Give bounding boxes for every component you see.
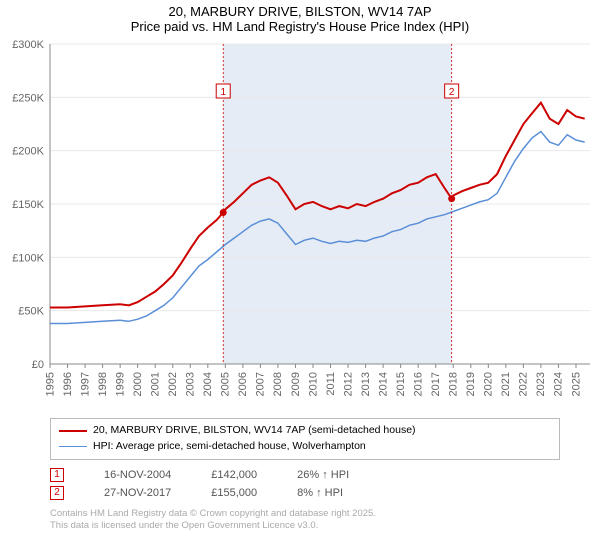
sale-price: £155,000 <box>211 487 257 499</box>
sale-date: 16-NOV-2004 <box>104 469 171 481</box>
x-tick-label: 2016 <box>412 372 424 396</box>
legend: 20, MARBURY DRIVE, BILSTON, WV14 7AP (se… <box>50 418 560 460</box>
sale-row: 2 27-NOV-2017 £155,000 8% ↑ HPI <box>50 484 560 502</box>
x-tick-label: 2018 <box>448 372 460 396</box>
y-tick-label: £200K <box>12 146 44 158</box>
x-tick-label: 2007 <box>255 372 267 396</box>
chart-area: £0 £50K £100K £150K £200K £250K £300K 1995 1996 1… <box>0 34 600 414</box>
x-tick-label: 2020 <box>483 372 495 396</box>
sale-hpi-delta: 8% ↑ HPI <box>297 487 343 499</box>
x-tick-label: 1997 <box>79 372 91 396</box>
title-subtitle: Price paid vs. HM Land Registry's House … <box>0 19 600 34</box>
x-tick-label: 2002 <box>167 372 179 396</box>
x-tick-label: 2017 <box>430 372 442 396</box>
sale-price: £142,000 <box>211 469 257 481</box>
legend-label: HPI: Average price, semi-detached house,… <box>93 439 366 455</box>
x-tick-label: 2008 <box>272 372 284 396</box>
sale-row: 1 16-NOV-2004 £142,000 26% ↑ HPI <box>50 466 560 484</box>
sale-marker-number: 2 <box>449 87 455 98</box>
sale-number-box: 1 <box>50 468 64 482</box>
sale-number-box: 2 <box>50 486 64 500</box>
sales-table: 1 16-NOV-2004 £142,000 26% ↑ HPI 2 27-NOV-201… <box>50 466 560 502</box>
footer-line1: Contains HM Land Registry data © Crown c… <box>50 508 560 520</box>
legend-item: HPI: Average price, semi-detached house,… <box>59 439 551 455</box>
sale-hpi-delta: 26% ↑ HPI <box>297 469 349 481</box>
legend-swatch <box>59 430 87 432</box>
x-tick-label: 1999 <box>114 372 126 396</box>
x-tick-label: 2009 <box>290 372 302 396</box>
sale-marker-dot <box>448 195 455 202</box>
x-tick-label: 2019 <box>465 372 477 396</box>
chart-svg: £0 £50K £100K £150K £200K £250K £300K 1995 1996 1… <box>0 34 600 414</box>
x-tick-label: 2004 <box>202 372 214 396</box>
x-tick-label: 2010 <box>307 372 319 396</box>
footer-line2: This data is licensed under the Open Gov… <box>50 520 560 532</box>
y-tick-label: £150K <box>12 199 44 211</box>
sale-date: 27-NOV-2017 <box>104 487 171 499</box>
x-tick-label: 2011 <box>325 372 337 396</box>
y-tick-label: £100K <box>12 252 44 264</box>
x-tick-label: 1995 <box>44 372 56 396</box>
x-tick-label: 2003 <box>185 372 197 396</box>
x-tick-label: 2022 <box>518 372 530 396</box>
x-tick-label: 2012 <box>342 372 354 396</box>
y-tick-label: £250K <box>12 92 44 104</box>
legend-item: 20, MARBURY DRIVE, BILSTON, WV14 7AP (se… <box>59 423 551 439</box>
x-tick-label: 2000 <box>132 372 144 396</box>
x-tick-label: 2023 <box>535 372 547 396</box>
title-address: 20, MARBURY DRIVE, BILSTON, WV14 7AP <box>0 4 600 19</box>
x-tick-label: 2014 <box>377 372 389 396</box>
x-tick-label: 2021 <box>500 372 512 396</box>
legend-label: 20, MARBURY DRIVE, BILSTON, WV14 7AP (se… <box>93 423 416 439</box>
x-tick-label: 2025 <box>570 372 582 396</box>
x-tick-label: 2006 <box>237 372 249 396</box>
attribution-footer: Contains HM Land Registry data © Crown c… <box>50 508 560 533</box>
x-tick-label: 2015 <box>395 372 407 396</box>
x-tick-label: 2024 <box>553 372 565 396</box>
y-tick-label: £0 <box>32 359 44 371</box>
x-tick-label: 2001 <box>149 372 161 396</box>
x-tick-label: 2013 <box>360 372 372 396</box>
sale-marker-dot <box>220 209 227 216</box>
x-tick-label: 2005 <box>220 372 232 396</box>
y-tick-label: £50K <box>18 306 44 318</box>
x-tick-label: 1998 <box>97 372 109 396</box>
legend-swatch <box>59 446 87 447</box>
sale-marker-number: 1 <box>220 87 226 98</box>
x-tick-label: 1996 <box>62 372 74 396</box>
y-tick-label: £300K <box>12 39 44 51</box>
chart-title-block: 20, MARBURY DRIVE, BILSTON, WV14 7AP Pri… <box>0 0 600 34</box>
